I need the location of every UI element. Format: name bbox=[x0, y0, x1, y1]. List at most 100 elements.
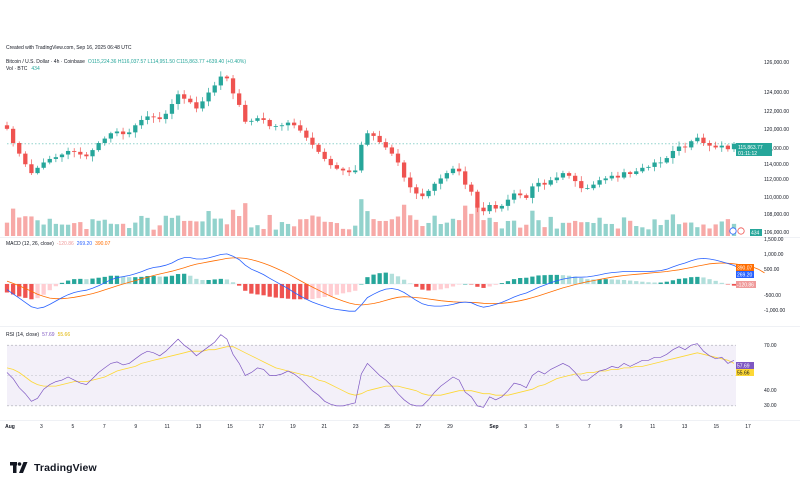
candle-body bbox=[640, 167, 645, 172]
candle-body bbox=[59, 154, 65, 158]
macd-histogram-bar bbox=[206, 279, 211, 284]
macd-histogram-bar bbox=[4, 283, 10, 293]
rsi-tags: 57.69 55.66 bbox=[736, 362, 754, 377]
macd-signal-line bbox=[6, 257, 765, 306]
rsi-pane[interactable] bbox=[6, 334, 736, 408]
macd-histogram-bar bbox=[548, 274, 553, 284]
candle-body bbox=[695, 137, 700, 142]
macd-histogram-bar bbox=[377, 273, 382, 284]
macd-histogram-bar bbox=[383, 272, 388, 284]
volume-bar bbox=[725, 219, 731, 236]
candle-body bbox=[524, 195, 529, 198]
macd-histogram-bar bbox=[621, 279, 627, 284]
volume-bar bbox=[53, 223, 59, 236]
macd-histogram-bar bbox=[469, 283, 474, 285]
symbol-header: Bitcoin / U.S. Dollar · 4h · Coinbase O1… bbox=[6, 59, 246, 65]
candle-body bbox=[328, 158, 333, 166]
macd-tick: 1,500.00 bbox=[764, 237, 784, 243]
candle-body bbox=[182, 94, 187, 99]
tradingview-logo[interactable]: TradingView bbox=[10, 462, 97, 474]
macd-histogram-bar bbox=[701, 277, 706, 284]
volume-bar bbox=[676, 224, 682, 236]
rsi-tag: 57.69 bbox=[737, 364, 750, 370]
event-flag-icon[interactable] bbox=[729, 227, 737, 235]
volume-bar bbox=[670, 214, 676, 236]
macd-histogram-bar bbox=[609, 279, 614, 284]
candle-body bbox=[652, 162, 657, 167]
macd-histogram-bar bbox=[346, 283, 352, 293]
price-tick: 112,000.00 bbox=[764, 177, 789, 183]
time-tick: 13 bbox=[196, 424, 202, 430]
candle-body bbox=[676, 146, 682, 151]
macd-histogram-bar bbox=[120, 276, 126, 284]
volume-bar bbox=[145, 217, 150, 236]
macd-histogram-bar bbox=[695, 276, 700, 284]
macd-histogram-bar bbox=[481, 283, 486, 288]
macd-histogram-bar bbox=[676, 278, 682, 284]
volume-bar bbox=[224, 224, 230, 236]
macd-histogram-bar bbox=[328, 283, 333, 297]
volume-bar bbox=[243, 203, 248, 236]
macd-histogram-bar bbox=[420, 283, 425, 290]
rsi-label: RSI (14, close) bbox=[6, 332, 40, 338]
macd-tick: 500.00 bbox=[764, 267, 780, 273]
countdown: 01:11:12 bbox=[738, 151, 757, 157]
volume-bar bbox=[524, 224, 529, 236]
macd-histogram-bar bbox=[456, 283, 462, 285]
macd-histogram-bar bbox=[542, 275, 547, 284]
candle-body bbox=[395, 153, 401, 163]
volume-bar bbox=[237, 216, 242, 236]
rsi-value: 57.69 bbox=[42, 332, 55, 338]
candle-body bbox=[646, 166, 651, 168]
candle-body bbox=[78, 151, 83, 155]
volume-bar bbox=[621, 217, 627, 236]
macd-histogram-bar bbox=[279, 283, 285, 299]
volume-bar bbox=[206, 211, 211, 236]
volume-bar bbox=[493, 222, 498, 236]
volume-bar bbox=[628, 220, 633, 236]
candle-body bbox=[585, 188, 590, 189]
volume-bar bbox=[328, 221, 333, 236]
macd-histogram-bar bbox=[719, 282, 724, 284]
macd-histogram-bar bbox=[298, 283, 303, 300]
candle-body bbox=[707, 143, 712, 146]
candle-body bbox=[96, 143, 101, 151]
candle-body bbox=[719, 145, 724, 148]
macd-histogram-bar bbox=[493, 283, 498, 285]
macd-pane[interactable] bbox=[4, 253, 765, 312]
macd-value-2: 269.20 bbox=[76, 241, 93, 247]
event-flag-icon[interactable] bbox=[737, 227, 745, 235]
volume-bar bbox=[353, 225, 358, 236]
macd-histogram-bar bbox=[536, 275, 541, 284]
candle-body bbox=[243, 104, 248, 122]
time-tick: Aug bbox=[5, 424, 15, 430]
event-icons[interactable] bbox=[729, 227, 745, 235]
candle-body bbox=[481, 207, 486, 212]
macd-histogram-bar bbox=[615, 279, 621, 284]
volume-bar bbox=[432, 215, 437, 236]
candle-body bbox=[444, 173, 450, 179]
price-pane[interactable] bbox=[4, 71, 737, 236]
volume-bar bbox=[591, 222, 596, 236]
candle-body bbox=[340, 168, 346, 171]
time-tick: 9 bbox=[620, 424, 623, 430]
candle-body bbox=[255, 118, 260, 121]
volume-bar bbox=[120, 223, 126, 236]
price-tick: 106,000.00 bbox=[764, 230, 789, 236]
macd-histogram-bar bbox=[230, 282, 236, 284]
candle-body bbox=[566, 173, 572, 176]
candle-body bbox=[108, 133, 113, 139]
macd-histogram-bar bbox=[182, 273, 187, 284]
volume-bar bbox=[35, 220, 40, 236]
candle-body bbox=[145, 116, 150, 120]
candle-body bbox=[511, 193, 517, 200]
volume-bar bbox=[78, 222, 83, 236]
volume-bar bbox=[316, 216, 321, 236]
candle-body bbox=[603, 178, 608, 181]
volume-bar bbox=[41, 224, 46, 236]
time-tick: 9 bbox=[134, 424, 137, 430]
volume-bar bbox=[713, 224, 718, 236]
rsi-ma-line bbox=[6, 346, 735, 396]
volume-bar bbox=[10, 208, 16, 236]
